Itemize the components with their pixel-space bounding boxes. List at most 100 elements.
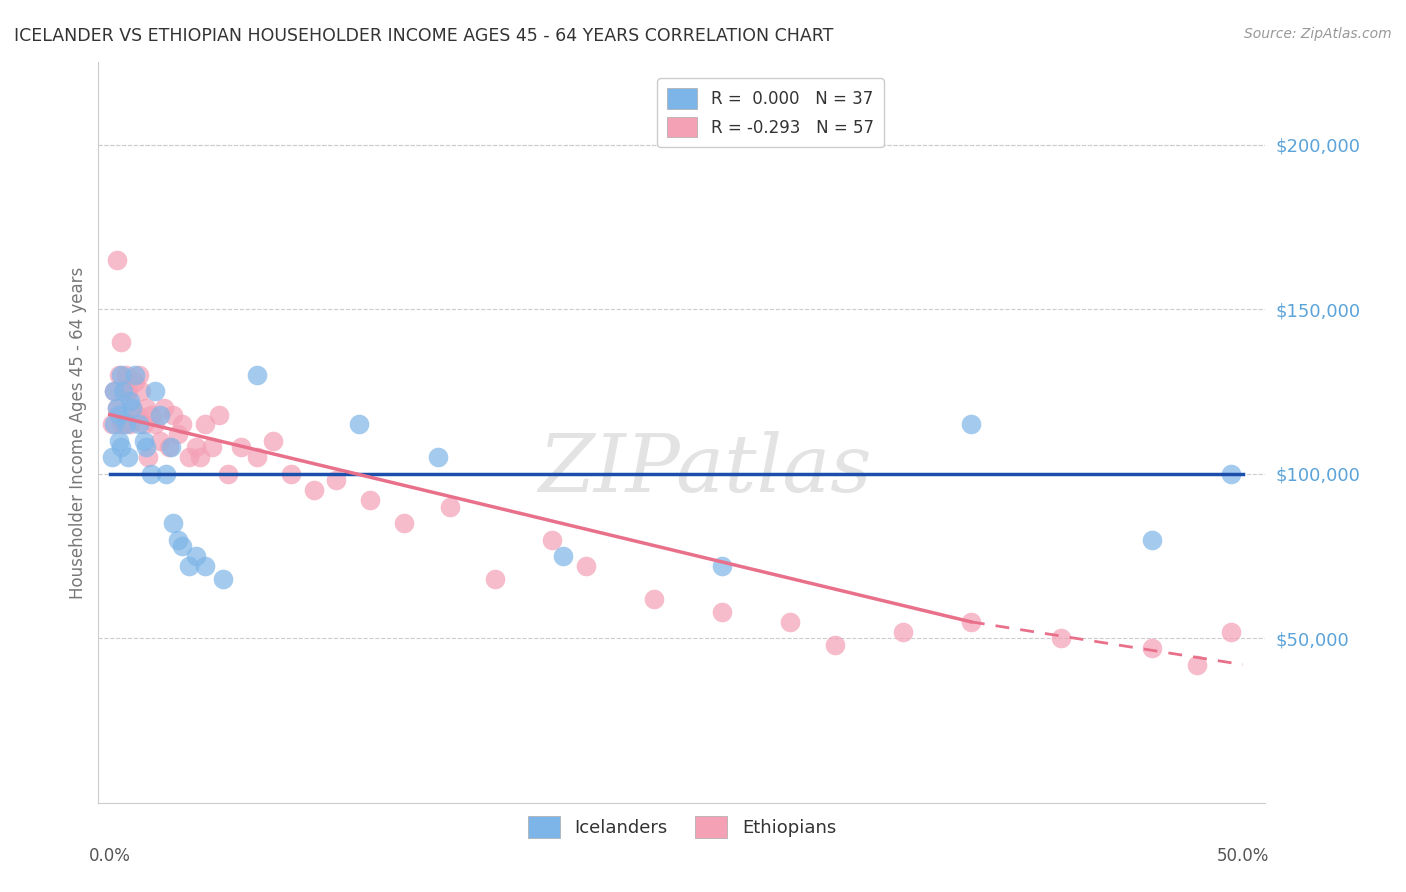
Legend: Icelanders, Ethiopians: Icelanders, Ethiopians [520, 809, 844, 846]
Point [101, 450, 124, 465]
Point [177, 558, 200, 573]
Point [540, 533, 562, 547]
Point [280, 467, 302, 481]
Point [246, 368, 269, 382]
Point [1220, 467, 1243, 481]
Point [891, 624, 914, 639]
Point [132, 417, 155, 432]
Point [231, 441, 253, 455]
Text: ICELANDER VS ETHIOPIAN HOUSEHOLDER INCOME AGES 45 - 64 YEARS CORRELATION CHART: ICELANDER VS ETHIOPIAN HOUSEHOLDER INCOM… [14, 27, 834, 45]
Point [166, 427, 188, 442]
Point [105, 252, 128, 267]
Point [162, 516, 184, 530]
Point [172, 417, 194, 432]
Point [427, 450, 450, 465]
Point [114, 384, 136, 399]
Point [155, 467, 177, 481]
Point [710, 558, 733, 573]
Point [162, 408, 184, 422]
Point [184, 441, 207, 455]
Point [160, 441, 183, 455]
Point [143, 384, 166, 399]
Point [1140, 641, 1163, 656]
Point [484, 572, 506, 586]
Point [139, 467, 162, 481]
Point [120, 417, 142, 432]
Point [114, 368, 136, 382]
Point [143, 417, 166, 432]
Point [959, 417, 981, 432]
Point [302, 483, 325, 498]
Point [194, 417, 217, 432]
Point [246, 450, 269, 465]
Point [110, 368, 132, 382]
Point [112, 384, 135, 399]
Point [120, 394, 142, 409]
Point [217, 467, 239, 481]
Point [121, 401, 143, 415]
Point [128, 368, 150, 382]
Point [779, 615, 801, 629]
Point [347, 417, 370, 432]
Point [124, 375, 146, 389]
Point [166, 533, 188, 547]
Point [710, 605, 733, 619]
Point [117, 384, 139, 399]
Point [959, 615, 981, 629]
Point [110, 335, 132, 350]
Point [1220, 624, 1243, 639]
Point [103, 417, 125, 432]
Point [105, 401, 128, 415]
Point [117, 450, 139, 465]
Point [132, 434, 155, 448]
Text: ZIPatlas: ZIPatlas [538, 431, 872, 508]
Point [551, 549, 574, 563]
Point [131, 384, 153, 399]
Point [439, 500, 461, 514]
Point [262, 434, 284, 448]
Point [128, 417, 150, 432]
Point [149, 408, 172, 422]
Point [1187, 657, 1209, 672]
Point [108, 408, 131, 422]
Point [643, 591, 665, 606]
Point [125, 408, 148, 422]
Point [394, 516, 416, 530]
Y-axis label: Householder Income Ages 45 - 64 years: Householder Income Ages 45 - 64 years [69, 267, 87, 599]
Point [824, 638, 846, 652]
Text: 0.0%: 0.0% [89, 847, 131, 865]
Point [101, 417, 124, 432]
Point [359, 493, 381, 508]
Point [1140, 533, 1163, 547]
Point [108, 368, 131, 382]
Point [157, 441, 180, 455]
Point [103, 384, 125, 399]
Point [153, 401, 176, 415]
Point [103, 384, 125, 399]
Point [110, 441, 132, 455]
Point [172, 539, 194, 553]
Point [212, 572, 235, 586]
Point [184, 549, 207, 563]
Point [190, 450, 212, 465]
Point [105, 401, 128, 415]
Point [124, 368, 146, 382]
Text: Source: ZipAtlas.com: Source: ZipAtlas.com [1244, 27, 1392, 41]
Point [177, 450, 200, 465]
Point [139, 408, 162, 422]
Point [136, 450, 159, 465]
Point [108, 434, 131, 448]
Point [135, 401, 157, 415]
Point [110, 417, 132, 432]
Point [194, 558, 217, 573]
Point [114, 417, 136, 432]
Point [201, 441, 224, 455]
Point [149, 434, 172, 448]
Point [112, 417, 135, 432]
Point [135, 441, 157, 455]
Point [121, 401, 143, 415]
Point [575, 558, 598, 573]
Point [207, 408, 229, 422]
Point [325, 473, 347, 487]
Point [1050, 632, 1073, 646]
